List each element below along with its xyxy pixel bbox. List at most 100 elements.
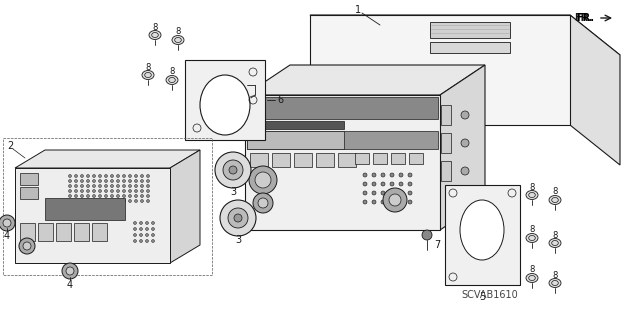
Ellipse shape [408,200,412,204]
Polygon shape [15,168,170,263]
Ellipse shape [390,182,394,186]
Ellipse shape [526,190,538,199]
Ellipse shape [122,199,125,203]
Ellipse shape [104,184,108,188]
Ellipse shape [74,180,77,182]
Ellipse shape [140,221,143,225]
Text: 8: 8 [175,27,180,36]
Polygon shape [245,95,440,230]
Ellipse shape [104,189,108,192]
Ellipse shape [74,184,77,188]
Ellipse shape [134,221,136,225]
Ellipse shape [383,188,407,212]
Text: 8: 8 [552,188,557,197]
Ellipse shape [68,199,72,203]
Polygon shape [20,173,38,185]
Ellipse shape [399,191,403,195]
Polygon shape [247,131,438,149]
Ellipse shape [145,227,148,231]
Polygon shape [430,42,510,53]
Ellipse shape [129,184,131,188]
Ellipse shape [93,199,95,203]
Ellipse shape [140,240,143,242]
Polygon shape [38,223,53,241]
Ellipse shape [86,174,90,177]
Polygon shape [250,153,268,167]
Ellipse shape [116,180,120,182]
Ellipse shape [74,189,77,192]
Ellipse shape [68,184,72,188]
Ellipse shape [111,180,113,182]
Ellipse shape [408,173,412,177]
Text: FR.: FR. [576,13,594,23]
Ellipse shape [234,214,242,222]
Ellipse shape [141,184,143,188]
Ellipse shape [104,180,108,182]
Polygon shape [247,97,438,119]
Polygon shape [430,22,510,38]
Ellipse shape [116,199,120,203]
Polygon shape [92,223,107,241]
Ellipse shape [23,242,31,250]
Ellipse shape [399,200,403,204]
Text: 8: 8 [152,23,157,32]
Polygon shape [441,161,451,181]
Ellipse shape [147,184,150,188]
Ellipse shape [141,174,143,177]
Ellipse shape [399,173,403,177]
Ellipse shape [363,173,367,177]
Ellipse shape [86,199,90,203]
Text: FR.: FR. [574,13,592,23]
Ellipse shape [111,189,113,192]
Polygon shape [310,15,570,125]
Ellipse shape [99,199,102,203]
Polygon shape [272,153,290,167]
Ellipse shape [86,195,90,197]
Ellipse shape [461,139,469,147]
Ellipse shape [166,76,178,85]
Polygon shape [15,150,200,168]
Ellipse shape [134,234,136,236]
Ellipse shape [74,174,77,177]
Ellipse shape [86,184,90,188]
Ellipse shape [122,184,125,188]
Ellipse shape [62,263,78,279]
Ellipse shape [134,195,138,197]
Ellipse shape [422,230,432,240]
Ellipse shape [372,182,376,186]
Ellipse shape [381,191,385,195]
Ellipse shape [363,182,367,186]
Ellipse shape [223,160,243,180]
Text: 8: 8 [552,271,557,279]
Ellipse shape [93,184,95,188]
Ellipse shape [81,180,83,182]
Ellipse shape [122,174,125,177]
Ellipse shape [145,234,148,236]
Ellipse shape [111,195,113,197]
Polygon shape [74,223,89,241]
Ellipse shape [93,189,95,192]
Ellipse shape [141,195,143,197]
Polygon shape [20,223,35,241]
Ellipse shape [134,227,136,231]
Ellipse shape [104,174,108,177]
Ellipse shape [152,240,154,242]
Polygon shape [45,198,125,220]
Text: 4: 4 [67,280,73,290]
Ellipse shape [389,194,401,206]
Ellipse shape [104,199,108,203]
Ellipse shape [390,191,394,195]
Polygon shape [355,153,369,164]
Text: 8: 8 [529,182,534,191]
Ellipse shape [399,182,403,186]
Ellipse shape [381,173,385,177]
Ellipse shape [74,199,77,203]
Text: 8: 8 [529,265,534,275]
Ellipse shape [81,199,83,203]
Ellipse shape [140,227,143,231]
Ellipse shape [142,70,154,79]
Ellipse shape [122,180,125,182]
Polygon shape [170,150,200,263]
Ellipse shape [116,184,120,188]
Ellipse shape [111,184,113,188]
